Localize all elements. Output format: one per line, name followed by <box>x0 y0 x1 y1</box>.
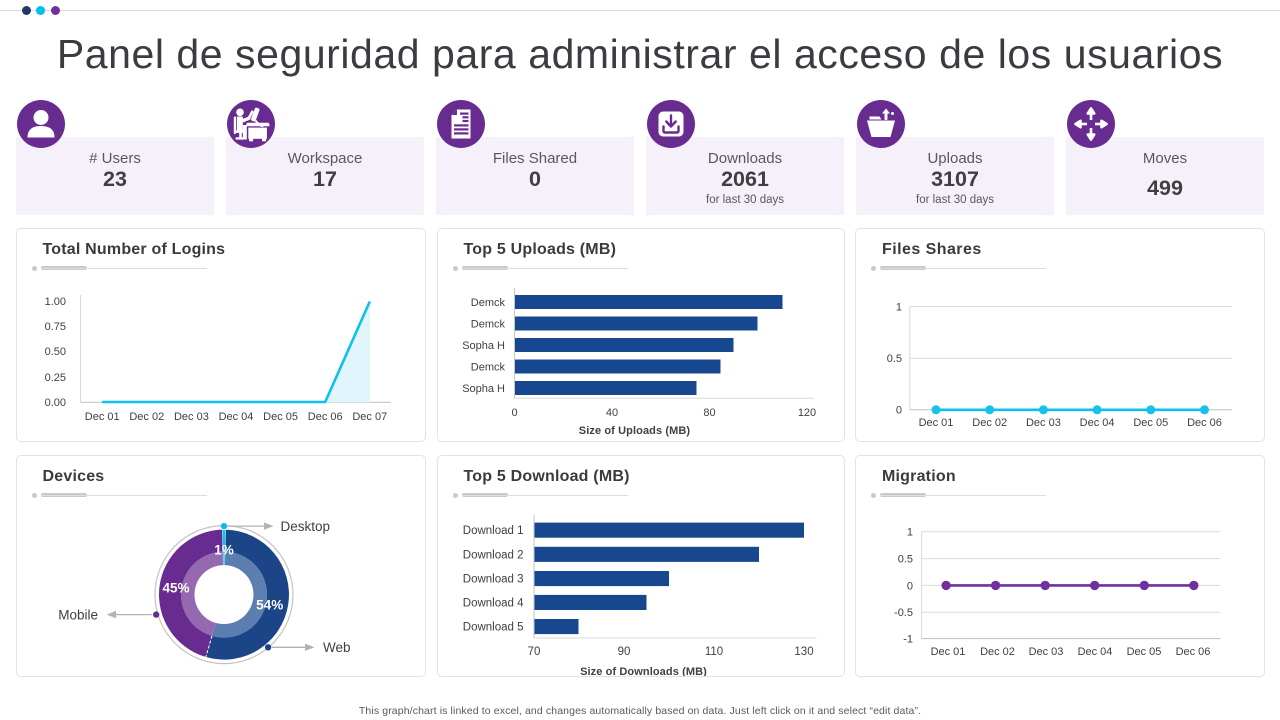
svg-text:Dec 07: Dec 07 <box>352 411 387 423</box>
svg-text:0: 0 <box>896 405 902 417</box>
svg-text:90: 90 <box>617 646 630 658</box>
svg-text:Sopha H: Sopha H <box>462 340 505 352</box>
svg-text:Dec 06: Dec 06 <box>1176 646 1211 658</box>
svg-text:40: 40 <box>605 407 617 419</box>
svg-text:Web: Web <box>323 640 351 655</box>
svg-text:Dec 03: Dec 03 <box>1029 646 1064 658</box>
svg-text:Dec 01: Dec 01 <box>84 411 119 423</box>
svg-text:Size of Downloads (MB): Size of Downloads (MB) <box>580 666 707 676</box>
svg-text:Dec 04: Dec 04 <box>218 411 253 423</box>
svg-text:70: 70 <box>527 646 540 658</box>
svg-text:110: 110 <box>704 646 722 658</box>
svg-text:Sopha H: Sopha H <box>462 383 505 395</box>
svg-text:Dec 02: Dec 02 <box>972 417 1007 429</box>
svg-text:0.5: 0.5 <box>887 353 902 365</box>
svg-text:Dec 01: Dec 01 <box>919 417 954 429</box>
svg-text:-1: -1 <box>903 634 913 646</box>
svg-text:0.5: 0.5 <box>898 554 913 566</box>
svg-text:Dec 04: Dec 04 <box>1080 417 1115 429</box>
svg-text:80: 80 <box>703 407 715 419</box>
svg-text:0: 0 <box>907 580 913 592</box>
svg-text:0.25: 0.25 <box>44 372 65 384</box>
svg-text:120: 120 <box>797 407 815 419</box>
svg-text:Download 2: Download 2 <box>462 549 523 561</box>
svg-text:Dec 05: Dec 05 <box>263 411 298 423</box>
svg-text:Download 1: Download 1 <box>462 525 523 537</box>
svg-text:0.00: 0.00 <box>44 397 65 409</box>
svg-text:0: 0 <box>511 407 517 419</box>
svg-text:Dec 04: Dec 04 <box>1078 646 1113 658</box>
svg-text:1%: 1% <box>214 543 234 558</box>
svg-text:Dec 02: Dec 02 <box>980 646 1015 658</box>
svg-text:Mobile: Mobile <box>58 607 98 622</box>
svg-text:0.50: 0.50 <box>44 346 65 358</box>
svg-text:Download 3: Download 3 <box>462 574 523 586</box>
svg-text:Demck: Demck <box>470 319 505 331</box>
svg-text:45%: 45% <box>162 580 189 595</box>
svg-text:1.00: 1.00 <box>44 296 65 308</box>
svg-text:Dec 05: Dec 05 <box>1127 646 1162 658</box>
svg-text:Dec 06: Dec 06 <box>1187 417 1222 429</box>
svg-text:Dec 03: Dec 03 <box>1026 417 1061 429</box>
svg-text:130: 130 <box>794 646 813 658</box>
svg-text:-0.5: -0.5 <box>894 607 913 619</box>
svg-text:Download 4: Download 4 <box>462 598 523 610</box>
svg-text:Dec 06: Dec 06 <box>307 411 342 423</box>
svg-text:1: 1 <box>896 302 902 314</box>
svg-text:0.75: 0.75 <box>44 321 65 333</box>
svg-text:Download 5: Download 5 <box>462 622 523 634</box>
svg-text:Dec 03: Dec 03 <box>173 411 208 423</box>
svg-text:Demck: Demck <box>470 297 505 309</box>
svg-text:Desktop: Desktop <box>280 519 330 534</box>
svg-text:Dec 05: Dec 05 <box>1133 417 1168 429</box>
svg-text:Dec 02: Dec 02 <box>129 411 164 423</box>
svg-text:1: 1 <box>907 527 913 539</box>
svg-text:54%: 54% <box>256 598 283 613</box>
svg-text:Demck: Demck <box>470 362 505 374</box>
svg-text:Dec 01: Dec 01 <box>931 646 966 658</box>
svg-text:Size of Uploads (MB): Size of Uploads (MB) <box>578 425 690 437</box>
